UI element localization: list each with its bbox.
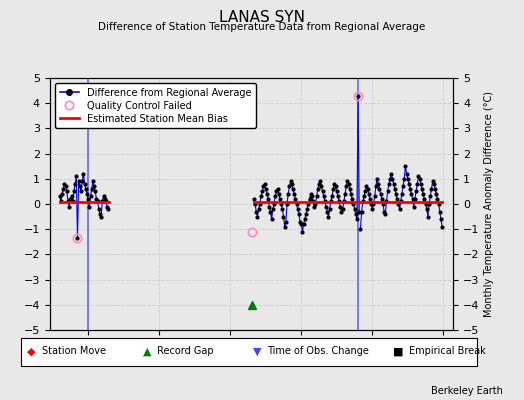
Text: Empirical Break: Empirical Break	[409, 346, 485, 356]
Text: Difference of Station Temperature Data from Regional Average: Difference of Station Temperature Data f…	[99, 22, 425, 32]
Y-axis label: Monthly Temperature Anomaly Difference (°C): Monthly Temperature Anomaly Difference (…	[484, 91, 494, 317]
Text: LANAS SYN: LANAS SYN	[219, 10, 305, 25]
Text: Time of Obs. Change: Time of Obs. Change	[267, 346, 369, 356]
Text: Record Gap: Record Gap	[157, 346, 214, 356]
Text: ▲: ▲	[143, 346, 151, 356]
Text: ▼: ▼	[253, 346, 261, 356]
Text: ■: ■	[393, 346, 403, 356]
Legend: Difference from Regional Average, Quality Control Failed, Estimated Station Mean: Difference from Regional Average, Qualit…	[54, 83, 256, 128]
Text: ◆: ◆	[27, 346, 36, 356]
Text: Station Move: Station Move	[42, 346, 106, 356]
Text: Berkeley Earth: Berkeley Earth	[431, 386, 503, 396]
